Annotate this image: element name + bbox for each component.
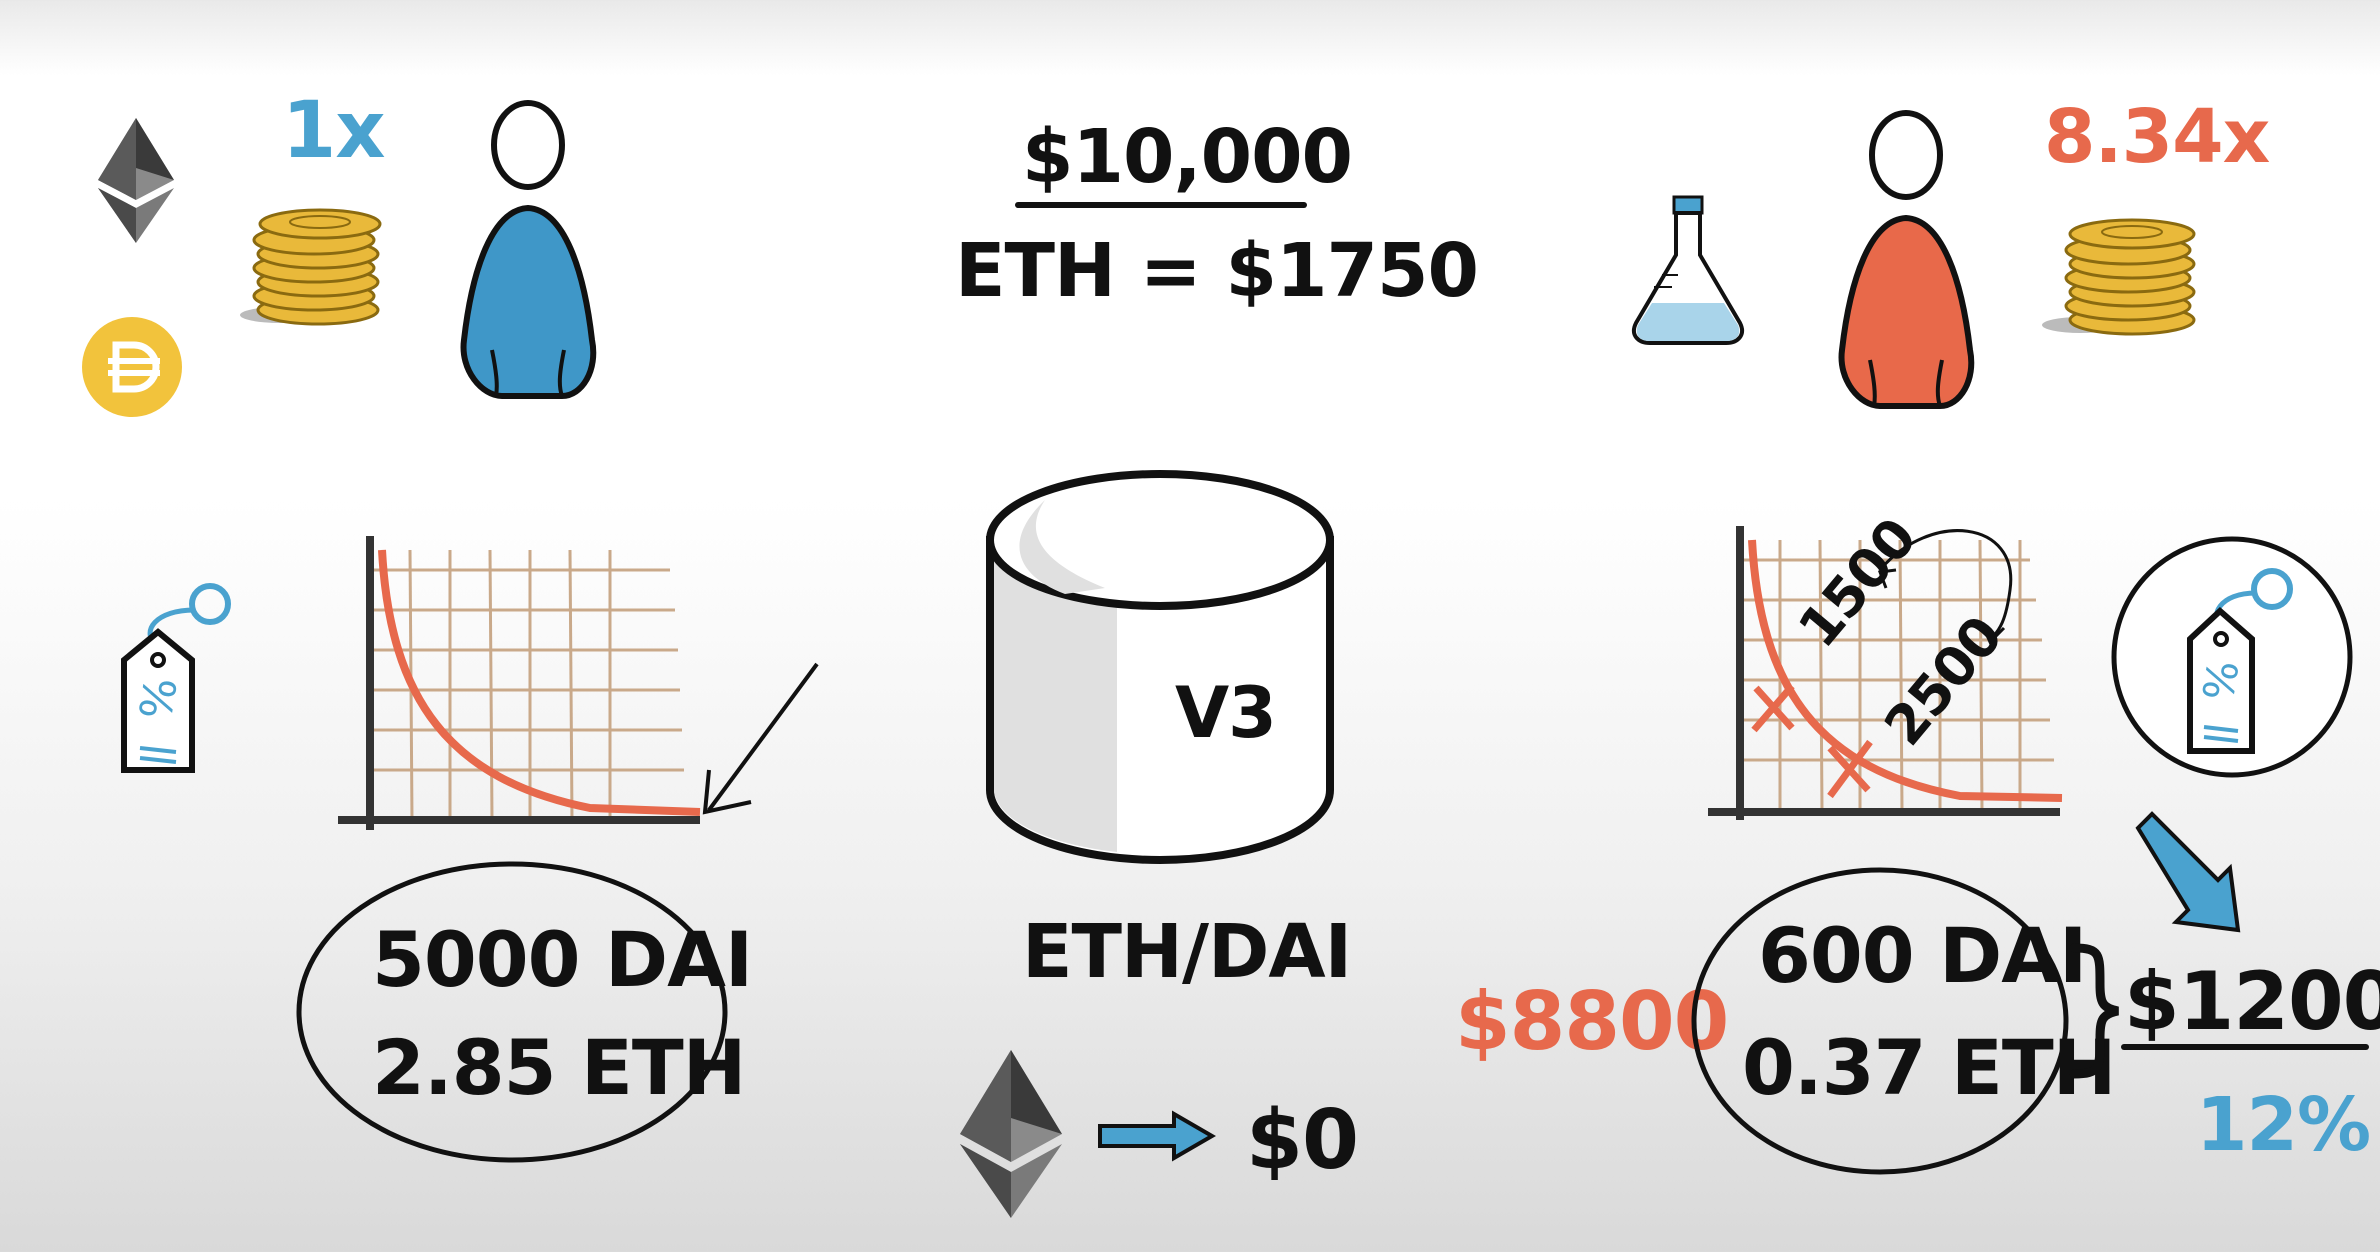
eth-icon [960,1050,1062,1218]
remaining-value: $1200 [2124,955,2380,1048]
eth-icon [98,118,174,243]
coin-stack-icon [2042,218,2196,336]
lost-value: $8800 [1455,975,1729,1068]
svg-text:%: % [2193,657,2248,705]
right-balance-dai: 600 DAI [1758,911,2087,1000]
pool-version: V3 [1175,672,1277,754]
coin-stack-icon [240,208,382,326]
right-multiplier: 8.34x [2044,94,2270,180]
balance-ellipse [1691,867,2069,1175]
left-multiplier: 1x [282,86,386,176]
person-icon [1838,110,1975,409]
person-icon [460,100,597,399]
price-tag-circle-icon: % [2111,536,2353,778]
amount-underline [1015,202,1307,208]
remaining-underline [2121,1044,2369,1050]
remaining-percent: 12% [2196,1082,2371,1168]
dai-coin-icon [82,317,182,417]
eth-price: ETH = $1750 [955,228,1479,314]
curve-chart-icon [338,536,701,830]
svg-text:%: % [130,674,187,724]
pool-pair: ETH/DAI [1022,909,1352,995]
curve-chart-icon [1708,526,2063,820]
left-balance-dai: 5000 DAI [372,915,753,1004]
database-icon [986,470,1334,864]
arrow-icon [702,662,819,815]
arrow-right-icon [1098,1110,1216,1162]
arrow-down-icon [2135,811,2241,933]
flask-icon [1631,195,1745,345]
left-balance-eth: 2.85 ETH [372,1023,746,1112]
investment-amount: $10,000 [1022,114,1353,200]
right-balance-eth: 0.37 ETH [1742,1023,2116,1112]
curly-brace-icon [2069,943,2120,1079]
price-tag-icon: % [121,583,231,773]
eth-result: $0 [1246,1093,1359,1188]
balance-ellipse [296,861,728,1163]
